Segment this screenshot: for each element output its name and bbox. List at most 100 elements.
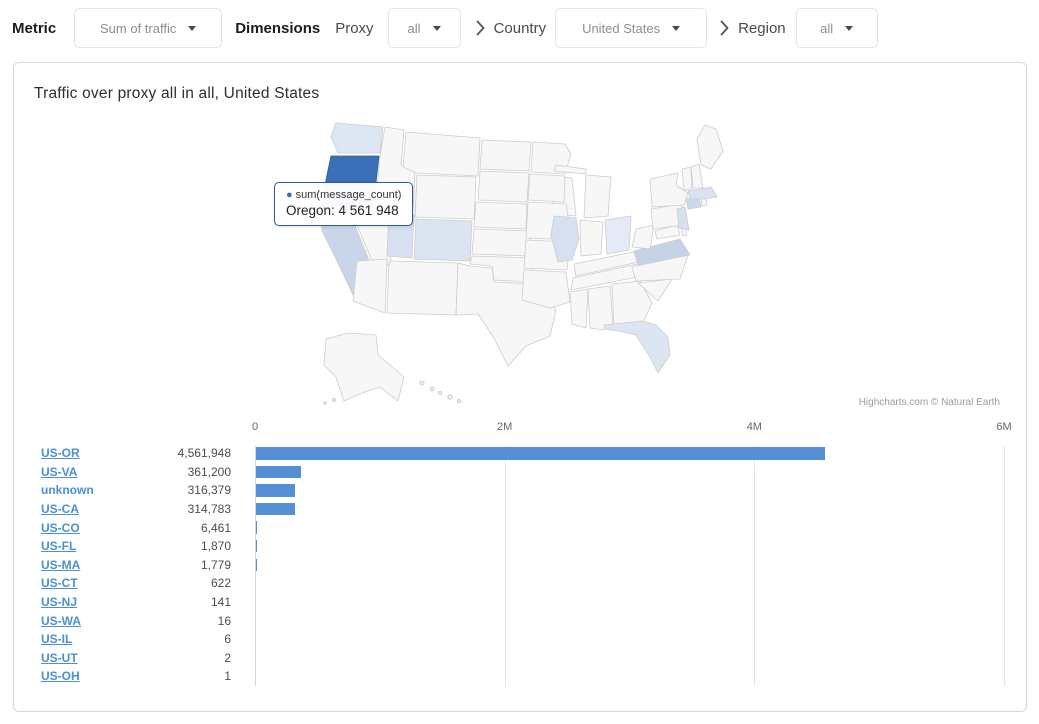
state-ks[interactable] — [471, 228, 532, 257]
state-nj[interactable] — [676, 206, 690, 231]
state-ms[interactable] — [569, 288, 589, 329]
gridline — [504, 446, 506, 686]
caret-down-icon — [845, 25, 854, 31]
bar[interactable] — [256, 502, 296, 516]
bar-track — [255, 574, 1004, 593]
state-nh[interactable] — [690, 163, 704, 189]
metric-label: Metric — [12, 19, 57, 37]
bar[interactable] — [256, 447, 826, 460]
state-ny[interactable] — [649, 172, 689, 208]
region-value: 1,870 — [200, 539, 231, 554]
table-row: US-IL 6 — [14, 630, 1028, 649]
table-row: US-VA 361,200 — [14, 463, 1028, 482]
country-dropdown[interactable]: United States — [555, 8, 708, 48]
state-wv[interactable] — [631, 224, 655, 250]
region-link[interactable]: US-CA — [41, 502, 79, 517]
bar[interactable] — [256, 465, 302, 479]
state-hi-island[interactable] — [429, 386, 435, 392]
metric-dropdown[interactable]: Sum of traffic — [74, 8, 223, 48]
state-oh[interactable] — [604, 215, 632, 255]
state-la[interactable] — [521, 269, 571, 309]
region-link[interactable]: US-VA — [41, 464, 78, 479]
country-label: Country — [493, 19, 547, 37]
table-row: unknown 316,379 — [14, 481, 1028, 500]
state-vt[interactable] — [681, 166, 693, 191]
state-nd[interactable] — [479, 139, 532, 172]
state-mt[interactable] — [402, 131, 481, 177]
country-dropdown-value: United States — [582, 20, 661, 36]
table-row: US-CO 6,461 — [14, 518, 1028, 537]
caret-down-icon — [188, 25, 197, 31]
region-link[interactable]: US-UT — [41, 650, 78, 665]
state-hi-island[interactable] — [419, 380, 425, 386]
dimensions-label: Dimensions — [235, 19, 321, 37]
region-value: 314,783 — [187, 502, 231, 517]
state-in[interactable] — [579, 219, 604, 257]
bar-track — [255, 500, 1004, 519]
region-link[interactable]: US-CT — [41, 576, 78, 591]
region-value: 6 — [224, 632, 231, 647]
tooltip-series-line: ● sum(message_count) — [286, 189, 401, 201]
state-hi-island[interactable] — [447, 394, 453, 400]
region-link[interactable]: US-WA — [41, 613, 81, 628]
proxy-dropdown[interactable]: all — [387, 8, 461, 48]
state-hi-island[interactable] — [437, 390, 443, 396]
state-me[interactable] — [696, 124, 724, 170]
region-value: 622 — [210, 576, 231, 591]
state-nm[interactable] — [386, 260, 459, 316]
state-co[interactable] — [413, 218, 473, 262]
state-ak[interactable] — [323, 332, 405, 402]
region-dropdown[interactable]: all — [795, 8, 878, 48]
state-il[interactable] — [550, 215, 580, 263]
bar-track — [255, 630, 1004, 649]
series-bullet-icon: ● — [286, 189, 293, 201]
state-fl[interactable] — [603, 320, 671, 374]
chart-panel: Traffic over proxy all in all, United St… — [13, 62, 1027, 712]
table-row: US-CT 622 — [14, 574, 1028, 593]
chevron-right-icon — [476, 20, 485, 36]
aleutian-island — [331, 397, 336, 402]
map-credits: Highcharts.com © Natural Earth — [858, 397, 1000, 408]
bar-track — [255, 481, 1004, 500]
state-ne[interactable] — [473, 201, 528, 230]
region-value: 1 — [224, 669, 231, 684]
state-wy[interactable] — [414, 174, 477, 220]
table-row: US-OH 1 — [14, 667, 1028, 686]
region-link[interactable]: US-OH — [41, 669, 80, 684]
region-value: 16 — [217, 613, 231, 628]
bar-chart: US-OR 4,561,948 US-VA 361,200 unknown 316,379… — [14, 444, 1028, 686]
region-link[interactable]: US-CO — [41, 520, 80, 535]
state-ma[interactable] — [687, 186, 718, 200]
state-mi[interactable] — [583, 174, 612, 219]
axis-tick-label: 4M — [746, 421, 762, 433]
x-axis: 0 2M 4M 6M — [252, 421, 1012, 439]
table-row: US-NJ 141 — [14, 593, 1028, 612]
bar-track — [255, 444, 1004, 463]
region-link[interactable]: US-OR — [41, 446, 80, 461]
state-ia[interactable] — [527, 173, 566, 203]
bar[interactable] — [256, 521, 257, 534]
region-value: 316,379 — [187, 483, 231, 498]
caret-down-icon — [672, 25, 681, 31]
chevron-right-icon — [720, 20, 729, 36]
state-az[interactable] — [352, 258, 388, 314]
state-wa[interactable] — [330, 122, 384, 154]
state-mi-upper[interactable] — [553, 164, 587, 175]
state-ga[interactable] — [611, 280, 653, 328]
state-hi-island[interactable] — [456, 398, 461, 403]
filter-toolbar: Metric Sum of traffic Dimensions Proxy a… — [0, 0, 1039, 56]
gridline — [1004, 446, 1005, 686]
region-link[interactable]: US-NJ — [41, 595, 78, 610]
bar[interactable] — [256, 484, 296, 497]
state-va[interactable] — [633, 238, 691, 266]
proxy-label: Proxy — [335, 19, 374, 37]
state-sd[interactable] — [477, 170, 530, 203]
region-link[interactable]: US-MA — [41, 557, 81, 572]
state-sc[interactable] — [637, 278, 673, 302]
region-link[interactable]: US-FL — [41, 539, 77, 554]
axis-tick-label: 6M — [996, 421, 1012, 433]
bar-track — [255, 518, 1004, 537]
region-link[interactable]: US-IL — [41, 632, 73, 647]
state-al[interactable] — [587, 285, 614, 331]
table-row: US-OR 4,561,948 — [14, 444, 1028, 463]
